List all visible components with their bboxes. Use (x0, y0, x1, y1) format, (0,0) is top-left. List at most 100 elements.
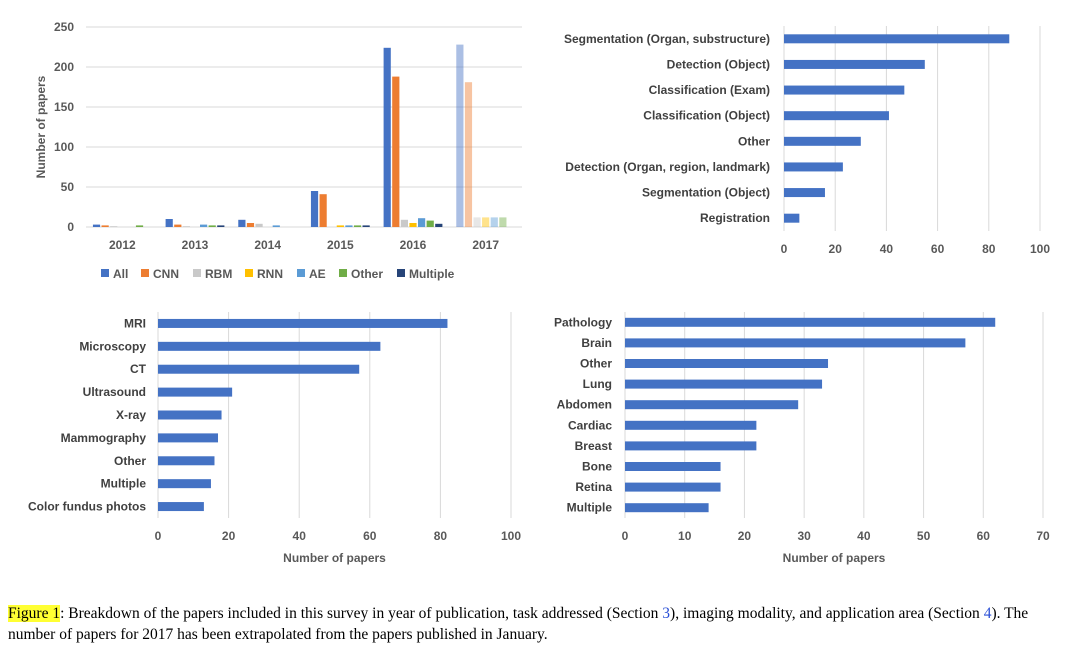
bar (784, 188, 825, 198)
bar-cnn-2014 (246, 223, 255, 227)
legend-swatch-all (101, 269, 109, 277)
bar-other-2015 (353, 225, 362, 227)
bar-all-2013 (165, 219, 173, 227)
section-ref-2[interactable]: 4 (983, 605, 992, 622)
bar-rnn-2016 (409, 223, 417, 227)
x-tick-label: 60 (977, 529, 991, 543)
category-label: Retina (575, 480, 612, 494)
category-label: Multiple (101, 477, 147, 491)
bar (625, 462, 721, 471)
category-label: Classification (Object) (643, 109, 770, 123)
bar-cnn-2016 (392, 76, 400, 227)
category-label: Breast (575, 439, 612, 453)
legend-swatch-other (339, 269, 347, 277)
bar-all-2016 (383, 47, 391, 227)
legend-label-all: All (113, 267, 128, 281)
legend-swatch-rnn (245, 269, 253, 277)
legend-label-multiple: Multiple (409, 267, 455, 281)
x-tick-label: 60 (363, 529, 377, 543)
x-tick-label: 0 (781, 242, 788, 256)
bar-ae-2017 (490, 217, 498, 227)
category-label: X-ray (116, 408, 146, 422)
x-tick-label: 60 (931, 242, 945, 256)
bar-cnn-2017 (464, 82, 473, 227)
bar (158, 410, 222, 420)
y-axis-label: Number of papers (34, 75, 48, 178)
x-tick-label: 50 (917, 529, 931, 543)
bar (158, 341, 381, 351)
bar (625, 441, 757, 451)
bar (158, 456, 215, 466)
bar-rbm-2016 (400, 219, 408, 227)
x-tick-label: 70 (1036, 529, 1050, 543)
bar (158, 387, 233, 397)
bar-rbm-2017 (473, 217, 481, 227)
figure-label: Figure 1 (8, 605, 61, 622)
bar-rnn-2015 (336, 225, 344, 227)
legend-swatch-cnn (141, 269, 149, 277)
y-tick-label: 250 (54, 20, 74, 34)
category-label: CT (130, 362, 147, 376)
bar (625, 503, 709, 513)
category-label: MRI (124, 316, 146, 330)
bar-other-2013 (208, 225, 216, 227)
caption-text-2: ), imaging modality, and application are… (670, 605, 984, 622)
bar-cnn-2015 (319, 194, 327, 227)
x-tick-label: 2015 (327, 238, 354, 252)
bar (158, 502, 204, 512)
x-tick-label: 2014 (254, 238, 281, 252)
x-tick-label: 40 (857, 529, 871, 543)
category-label: Multiple (567, 501, 613, 515)
bar-ae-2015 (345, 225, 353, 227)
category-label: Other (580, 357, 612, 371)
category-label: Registration (700, 211, 770, 225)
x-tick-label: 100 (1030, 242, 1050, 256)
category-label: Color fundus photos (28, 500, 146, 514)
year-chart: 0 50 100 150 200 250 Number of papers 2012 2013 2… (34, 20, 522, 281)
bar-other-2016 (426, 220, 434, 227)
bar-multiple-2016 (435, 223, 443, 227)
bar-rnn-2017 (482, 217, 490, 227)
bar-rbm-2014 (255, 223, 263, 227)
bar-other-2012 (135, 225, 144, 227)
legend-swatch-rbm (193, 269, 201, 277)
y-tick-label: 100 (54, 140, 74, 154)
bar-cnn-2012 (101, 225, 109, 227)
bar-all-2014 (238, 219, 246, 227)
legend-label-rnn: RNN (257, 267, 283, 281)
category-label: Ultrasound (83, 385, 146, 399)
bar (784, 162, 843, 172)
bar-multiple-2015 (362, 225, 370, 227)
category-label: Detection (Object) (667, 57, 770, 71)
x-tick-label: 2016 (400, 238, 427, 252)
category-label: Pathology (554, 315, 612, 329)
bar (784, 111, 889, 121)
bar (158, 433, 219, 443)
category-label: Classification (Exam) (649, 83, 770, 97)
legend-swatch-ae (297, 269, 305, 277)
bar (784, 136, 861, 146)
bar-multiple-2013 (217, 225, 225, 227)
y-tick-label: 150 (54, 100, 74, 114)
category-label: Brain (581, 336, 612, 350)
caption-text-3: ). The number of papers for 2017 has bee… (8, 605, 1029, 643)
x-tick-label: 30 (797, 529, 811, 543)
bar-rbm-2013 (182, 226, 190, 227)
x-tick-label: 80 (982, 242, 996, 256)
x-tick-label: 10 (678, 529, 692, 543)
category-label: Other (114, 454, 146, 468)
category-label: Bone (582, 460, 612, 474)
modality-chart: 0 20 40 60 80 100 MRI Microscopy CT Ultrasound X-r… (28, 312, 521, 565)
bar (625, 359, 829, 368)
section-ref-1[interactable]: 3 (662, 605, 671, 622)
caption-text-1: : Breakdown of the papers included in th… (60, 605, 663, 622)
legend-label-rbm: RBM (205, 267, 232, 281)
x-tick-label: 2017 (472, 238, 499, 252)
bar (625, 420, 757, 430)
bar-rbm-2012 (110, 226, 118, 227)
category-label: Abdomen (557, 398, 612, 412)
bar-ae-2013 (200, 224, 208, 227)
x-tick-label: 0 (622, 529, 629, 543)
x-tick-label: 2013 (182, 238, 209, 252)
bar (158, 364, 360, 374)
